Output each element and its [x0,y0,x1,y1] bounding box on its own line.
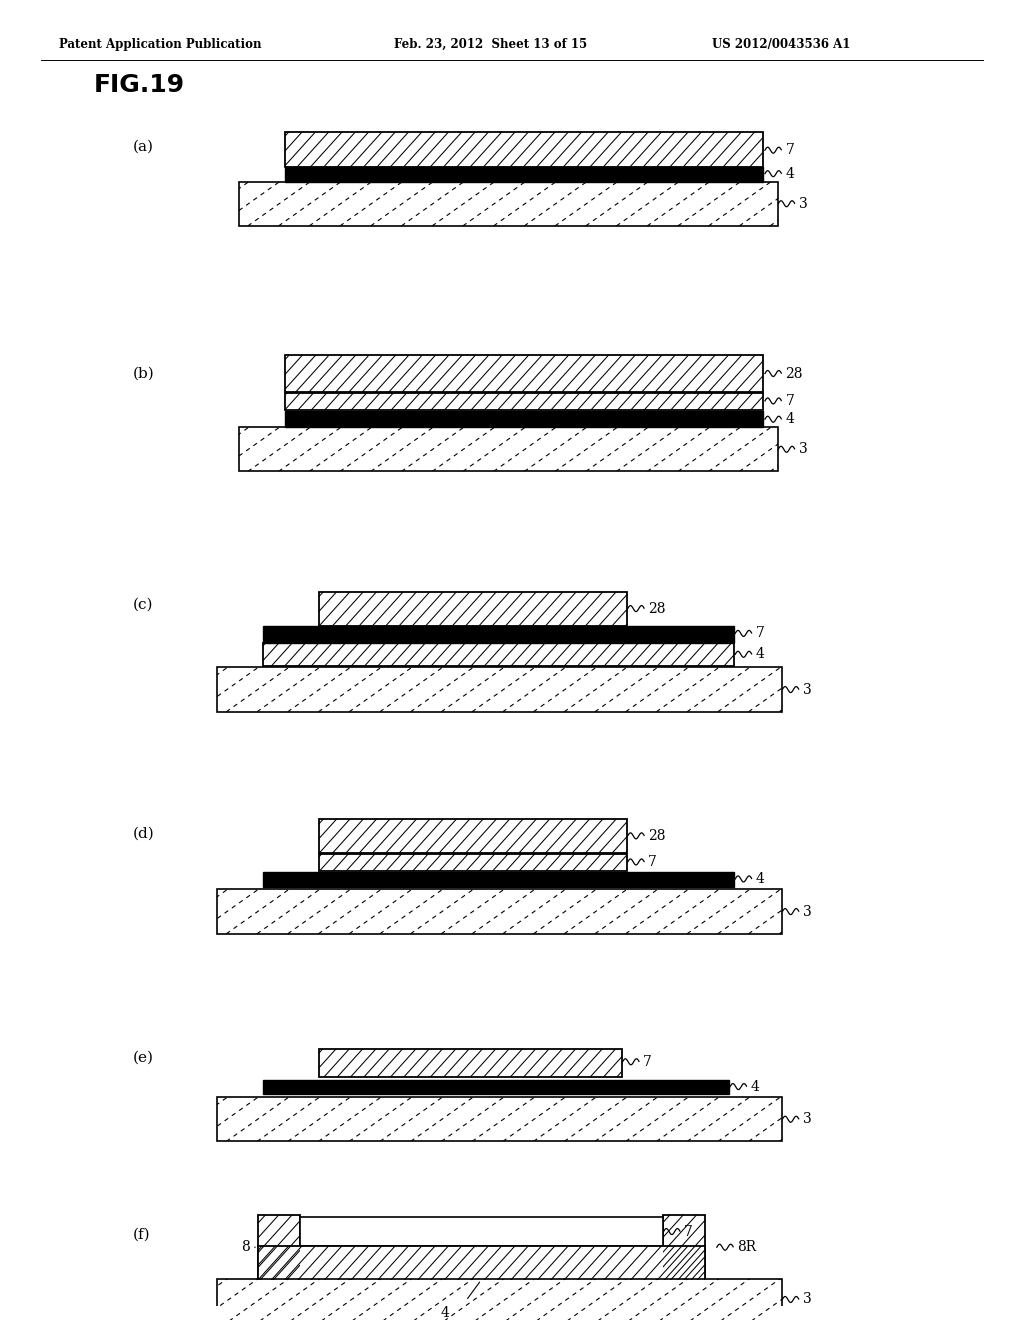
Text: 4: 4 [441,1305,450,1320]
Bar [319,1048,622,1077]
Bar [263,643,734,667]
Bar [258,1214,300,1280]
Text: 3: 3 [803,904,812,919]
Text: Patent Application Publication: Patent Application Publication [59,38,262,51]
Bar [239,182,778,226]
Bar [217,1279,782,1320]
Bar [217,1097,782,1142]
Bar [217,890,782,933]
Text: 4: 4 [756,647,765,661]
Bar [663,1214,705,1280]
Bar [239,428,778,471]
Bar [319,818,627,853]
Bar [217,890,782,933]
Bar [217,1097,782,1142]
Text: Feb. 23, 2012  Sheet 13 of 15: Feb. 23, 2012 Sheet 13 of 15 [394,38,588,51]
Bar [217,668,782,711]
Bar [285,393,763,411]
Text: (b): (b) [133,367,155,380]
Bar [319,591,627,626]
Text: 3: 3 [803,1292,812,1307]
Bar [319,854,627,871]
Bar [239,182,778,226]
Bar [319,591,627,626]
Bar [263,626,734,643]
Bar [285,168,763,182]
Text: 7: 7 [643,1055,652,1069]
Text: 7: 7 [684,1225,693,1238]
Text: 4: 4 [785,166,795,181]
Bar [263,1080,729,1094]
Text: 7: 7 [785,393,795,408]
Bar [239,428,778,471]
Text: (f): (f) [133,1228,151,1241]
Bar [285,355,763,392]
Text: (a): (a) [133,140,155,153]
Text: 3: 3 [799,442,808,457]
Bar [217,668,782,711]
Text: 8: 8 [241,1241,250,1254]
Text: 28: 28 [785,367,803,380]
Text: (e): (e) [133,1051,155,1065]
Bar [319,1048,622,1077]
Text: 3: 3 [803,682,812,697]
Bar [285,393,763,411]
Bar [285,412,763,428]
Bar [217,1279,782,1320]
Text: 7: 7 [785,143,795,157]
Bar [258,1246,705,1280]
Text: (d): (d) [133,826,155,841]
Bar [285,132,763,168]
Bar [285,355,763,392]
Text: 3: 3 [799,197,808,211]
Text: 7: 7 [756,627,765,640]
Text: (c): (c) [133,598,154,611]
Bar [258,1214,300,1280]
Bar [263,873,734,887]
Bar [319,854,627,871]
Bar [263,643,734,667]
Bar [319,818,627,853]
Bar [258,1246,705,1280]
Text: 4: 4 [785,412,795,426]
Text: FIG.19: FIG.19 [94,73,185,98]
Text: 28: 28 [648,602,666,615]
Bar [300,1217,663,1246]
Text: US 2012/0043536 A1: US 2012/0043536 A1 [712,38,850,51]
Bar [285,132,763,168]
Text: 7: 7 [648,855,657,869]
Text: 8R: 8R [737,1241,757,1254]
Text: 3: 3 [803,1113,812,1126]
Bar [663,1214,705,1280]
Text: 4: 4 [751,1080,760,1093]
Text: 28: 28 [648,829,666,843]
Text: 4: 4 [756,873,765,886]
